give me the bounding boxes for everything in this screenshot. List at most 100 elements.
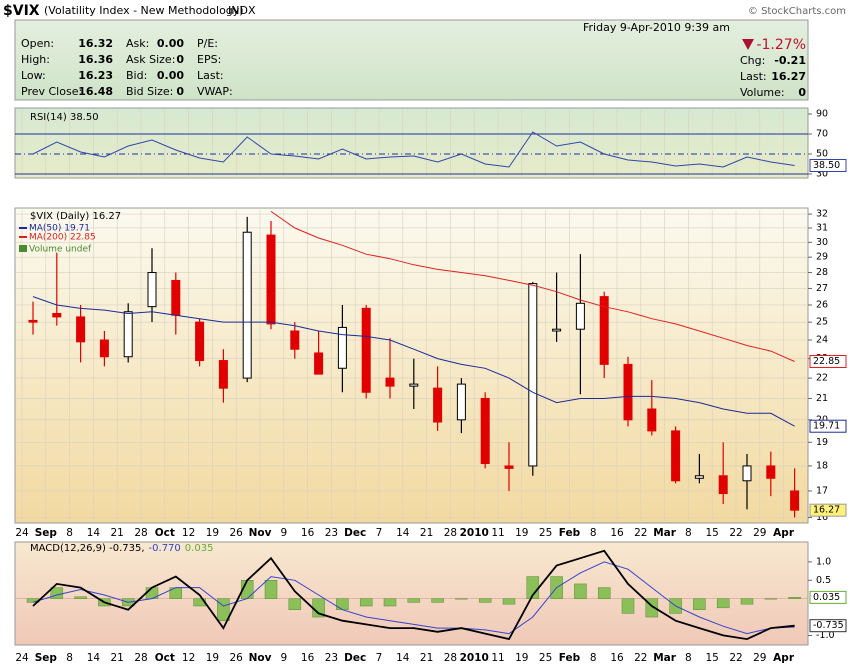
quote-value: 0.00 — [157, 69, 184, 82]
quote-label: High: — [21, 53, 50, 66]
x-tick-label: Dec — [344, 527, 366, 539]
histogram-bar — [740, 598, 754, 605]
quote-label: Open: — [21, 37, 54, 50]
candle-body — [195, 321, 205, 362]
x-tick-label: 9 — [280, 527, 287, 539]
y-tick-label: 18 — [816, 460, 828, 471]
y-tick-label: 27 — [816, 283, 828, 294]
symbol-name: (Volatility Index - New Methodology) — [44, 4, 244, 17]
candle-body — [480, 397, 490, 465]
x-tick-label: 12 — [182, 527, 195, 539]
histogram-bar — [217, 598, 230, 621]
y-tick-label: 30 — [816, 169, 828, 180]
x-tick-label: 24 — [15, 652, 29, 664]
x-tick-label: 16 — [301, 527, 315, 539]
x-tick-label: 22 — [634, 652, 647, 664]
histogram-bar — [288, 598, 302, 610]
x-tick-label: 21 — [420, 652, 433, 664]
x-tick-label: 19 — [515, 527, 528, 539]
histogram-bar — [74, 596, 87, 599]
x-tick-label: 16 — [610, 652, 624, 664]
y-tick-label: -1.0 — [816, 630, 835, 641]
x-tick-label: 19 — [206, 527, 219, 539]
candle-body — [599, 296, 609, 365]
candle-body — [766, 465, 776, 479]
candle-body — [28, 319, 38, 323]
macd-line — [32, 549, 795, 641]
x-tick-label: 14 — [87, 527, 101, 539]
candle-body — [385, 377, 395, 387]
x-tick-label: 21 — [420, 527, 433, 539]
quote-value: 16.32 — [78, 37, 113, 50]
legend-swatch — [19, 245, 27, 252]
candle-body — [337, 326, 347, 369]
candle-body — [623, 363, 633, 421]
x-tick-label: 11 — [491, 527, 504, 539]
x-tick-label: 26 — [230, 652, 244, 664]
x-tick-label: 28 — [134, 652, 147, 664]
candle-body — [290, 330, 300, 350]
x-tick-label: Nov — [249, 652, 272, 664]
histogram-bar — [788, 597, 801, 599]
price-panel — [14, 207, 809, 524]
candle-body — [647, 408, 657, 432]
y-tick-label: 28 — [816, 267, 828, 278]
moving-average — [270, 210, 795, 362]
x-tick-label: 7 — [376, 652, 383, 664]
last-value-label: 0.035 — [813, 592, 840, 603]
moving-average — [32, 296, 795, 427]
candle-body — [409, 383, 419, 387]
quote-value: 0 — [176, 53, 184, 66]
y-tick-label: 30 — [816, 237, 828, 248]
y-tick-label: 17 — [816, 485, 828, 496]
y-tick-label: 31 — [816, 222, 828, 233]
histogram-bar — [764, 598, 778, 600]
histogram-bar — [478, 598, 492, 603]
macd-panel — [14, 541, 809, 646]
y-tick-label: 1.0 — [816, 556, 831, 567]
quote-label: Ask: — [126, 37, 149, 50]
histogram-bar — [455, 598, 468, 600]
histogram-bar — [693, 598, 706, 610]
quote-label: Bid Size: — [126, 85, 173, 98]
last-value-box — [809, 419, 847, 433]
legend-entry: MACD(12,26,9) -0.735, — [30, 543, 145, 554]
legend-entry: MA(50) 19.71 — [29, 224, 90, 234]
x-tick-label: 14 — [396, 652, 410, 664]
histogram-bar — [597, 587, 611, 599]
last-value-label: 19.71 — [813, 421, 840, 432]
candle-body — [76, 316, 86, 343]
x-tick-label: 19 — [515, 652, 528, 664]
candle-body — [52, 312, 62, 318]
quote-label: EPS: — [197, 53, 221, 66]
last-value-box — [809, 355, 847, 369]
histogram-bar — [574, 583, 587, 599]
histogram-bar — [716, 598, 730, 609]
x-tick-label: 23 — [325, 652, 338, 664]
symbol: $VIX — [3, 3, 40, 19]
quote-label: Bid: — [126, 69, 147, 82]
last-value-label: 22.85 — [813, 356, 840, 367]
x-tick-label: 8 — [590, 527, 597, 539]
x-tick-label: 14 — [396, 527, 410, 539]
x-tick-label: Feb — [559, 527, 581, 539]
histogram-bar — [431, 598, 444, 603]
histogram-bar — [359, 598, 373, 607]
candle-body — [361, 307, 371, 393]
change-pct: -1.27% — [756, 37, 806, 53]
candle-body — [742, 465, 752, 482]
y-tick-label: 32 — [816, 209, 828, 220]
x-tick-label: Mar — [653, 652, 677, 664]
y-tick-label: 16 — [816, 512, 828, 523]
x-tick-label: 25 — [539, 652, 552, 664]
histogram-bar — [50, 587, 64, 599]
y-tick-label: 22 — [816, 373, 828, 384]
x-tick-label: 28 — [444, 527, 457, 539]
x-tick-label: Sep — [35, 652, 58, 664]
last-value-box — [809, 503, 847, 517]
quote-box — [14, 19, 809, 101]
x-tick-label: 2010 — [460, 652, 489, 664]
x-tick-label: 7 — [376, 527, 383, 539]
x-tick-label: Dec — [344, 652, 366, 664]
